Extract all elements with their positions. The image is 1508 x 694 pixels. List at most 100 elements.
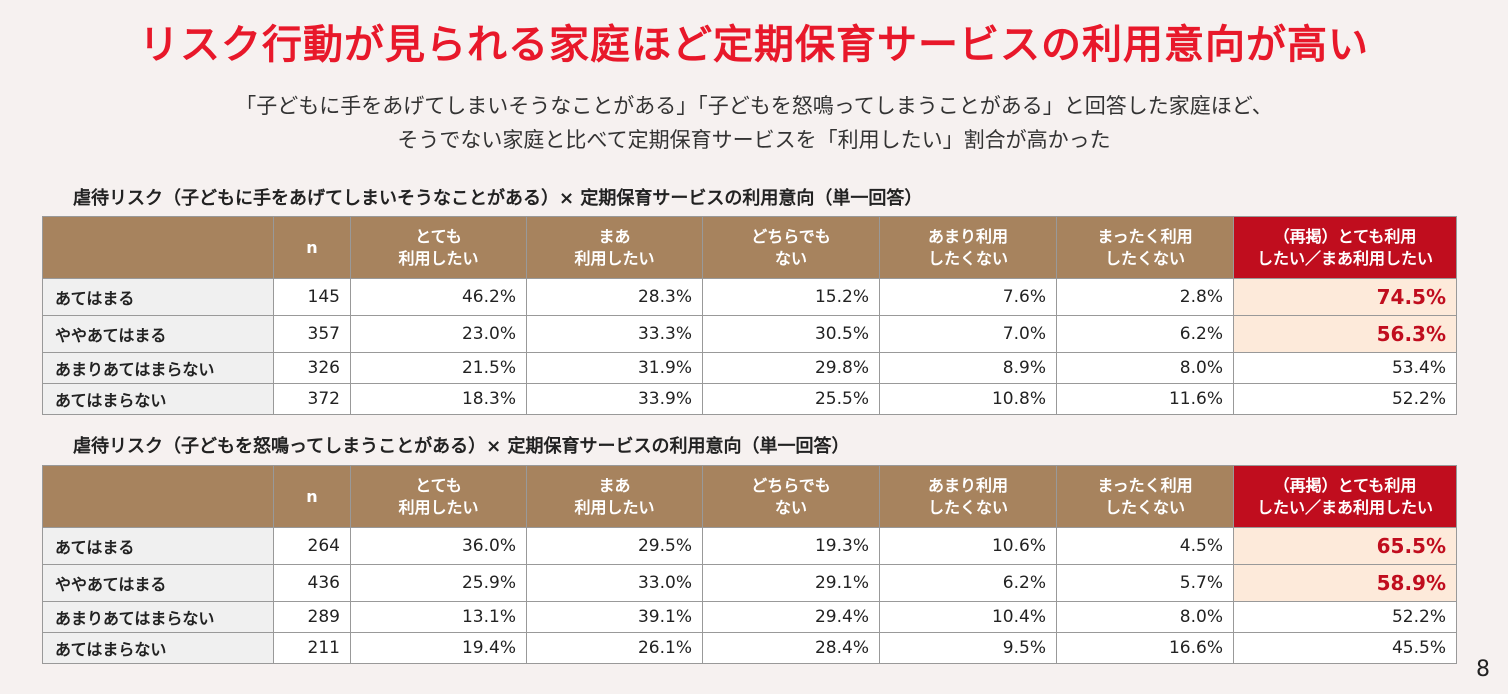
table-row: あまりあてはまらない 289 13.1% 39.1% 29.4% 10.4% 8… xyxy=(42,601,1457,633)
cell-value: 29.8% xyxy=(702,352,880,384)
row-label: あてはまる xyxy=(42,278,274,316)
cell-n: 264 xyxy=(273,527,351,565)
table-row: あてはまらない 372 18.3% 33.9% 25.5% 10.8% 11.6… xyxy=(42,383,1457,415)
cell-value: 33.3% xyxy=(526,315,703,353)
table-row: あてはまる 145 46.2% 28.3% 15.2% 7.6% 2.8% 74… xyxy=(42,278,1457,316)
table-row: あてはまらない 211 19.4% 26.1% 28.4% 9.5% 16.6%… xyxy=(42,632,1457,664)
header-not-at-all: まったく利用 したくない xyxy=(1056,216,1234,279)
cell-n: 436 xyxy=(273,564,351,602)
cell-value: 8.0% xyxy=(1056,352,1234,384)
header-total-want: （再掲）とても利用 したい／まあ利用したい xyxy=(1233,216,1457,279)
header-label-line1: とても xyxy=(415,475,462,495)
cell-value: 5.7% xyxy=(1056,564,1234,602)
row-label: ややあてはまる xyxy=(42,315,274,353)
header-n: n xyxy=(273,465,351,528)
header-label-line2: 利用したい xyxy=(574,248,655,268)
cell-value: 15.2% xyxy=(702,278,880,316)
header-somewhat-want: まあ 利用したい xyxy=(526,465,703,528)
cell-value: 11.6% xyxy=(1056,383,1234,415)
header-n: n xyxy=(273,216,351,279)
cell-value: 21.5% xyxy=(350,352,527,384)
cell-n: 372 xyxy=(273,383,351,415)
cell-value: 19.3% xyxy=(702,527,880,565)
header-total-want: （再掲）とても利用 したい／まあ利用したい xyxy=(1233,465,1457,528)
header-blank xyxy=(42,465,274,528)
subtitle-line-2: そうでない家庭と比べて定期保育サービスを「利用したい」割合が高かった xyxy=(397,128,1111,152)
cell-n: 326 xyxy=(273,352,351,384)
header-not-much: あまり利用 したくない xyxy=(879,216,1057,279)
cell-value: 16.6% xyxy=(1056,632,1234,664)
table2: n とても 利用したい まあ 利用したい どちらでも ない あまり利用 したくない まっ… xyxy=(42,465,1457,664)
cell-total-highlight: 56.3% xyxy=(1233,315,1457,353)
cell-value: 28.4% xyxy=(702,632,880,664)
cell-value: 29.5% xyxy=(526,527,703,565)
header-label-line1: どちらでも xyxy=(751,475,831,495)
header-label-line2: 利用したい xyxy=(398,497,479,517)
table1-header-row: n とても 利用したい まあ 利用したい どちらでも ない あまり利用 したくない まっ… xyxy=(42,216,1457,279)
table2-caption: 虐待リスク（子どもを怒鳴ってしまうことがある）× 定期保育サービスの利用意向（単… xyxy=(73,436,850,457)
table-row: ややあてはまる 436 25.9% 33.0% 29.1% 6.2% 5.7% … xyxy=(42,564,1457,602)
header-label-line2: 利用したい xyxy=(574,497,655,517)
cell-n: 357 xyxy=(273,315,351,353)
table1: n とても 利用したい まあ 利用したい どちらでも ない あまり利用 したくない まっ… xyxy=(42,216,1457,415)
header-label-line2: ない xyxy=(774,497,807,517)
cell-value: 13.1% xyxy=(350,601,527,633)
cell-value: 26.1% xyxy=(526,632,703,664)
cell-value: 6.2% xyxy=(1056,315,1234,353)
header-label-line1: あまり利用 xyxy=(927,475,1008,495)
header-label-line1: （再掲）とても利用 xyxy=(1273,226,1417,246)
header-blank xyxy=(42,216,274,279)
header-label-line2: したい／まあ利用したい xyxy=(1256,248,1433,268)
header-label-line1: まあ xyxy=(598,226,631,246)
header-label-line1: （再掲）とても利用 xyxy=(1273,475,1417,495)
cell-value: 29.4% xyxy=(702,601,880,633)
header-very-want: とても 利用したい xyxy=(350,465,527,528)
cell-n: 211 xyxy=(273,632,351,664)
cell-value: 8.9% xyxy=(879,352,1057,384)
cell-value: 7.0% xyxy=(879,315,1057,353)
header-label-line1: まったく利用 xyxy=(1097,475,1193,495)
cell-value: 30.5% xyxy=(702,315,880,353)
row-label: あてはまらない xyxy=(42,383,274,415)
cell-value: 18.3% xyxy=(350,383,527,415)
cell-total-highlight: 58.9% xyxy=(1233,564,1457,602)
cell-value: 36.0% xyxy=(350,527,527,565)
cell-value: 25.5% xyxy=(702,383,880,415)
table-row: ややあてはまる 357 23.0% 33.3% 30.5% 7.0% 6.2% … xyxy=(42,315,1457,353)
cell-n: 289 xyxy=(273,601,351,633)
header-neutral: どちらでも ない xyxy=(702,216,880,279)
row-label: あまりあてはまらない xyxy=(42,352,274,384)
cell-value: 46.2% xyxy=(350,278,527,316)
cell-value: 29.1% xyxy=(702,564,880,602)
cell-value: 39.1% xyxy=(526,601,703,633)
cell-value: 10.4% xyxy=(879,601,1057,633)
cell-value: 33.9% xyxy=(526,383,703,415)
cell-value: 25.9% xyxy=(350,564,527,602)
header-label-line1: まったく利用 xyxy=(1097,226,1193,246)
header-not-at-all: まったく利用 したくない xyxy=(1056,465,1234,528)
table2-header-row: n とても 利用したい まあ 利用したい どちらでも ない あまり利用 したくない まっ… xyxy=(42,465,1457,528)
header-label-line2: 利用したい xyxy=(398,248,479,268)
header-label-line2: ない xyxy=(774,248,807,268)
cell-total-highlight: 65.5% xyxy=(1233,527,1457,565)
table-row: あてはまる 264 36.0% 29.5% 19.3% 10.6% 4.5% 6… xyxy=(42,527,1457,565)
cell-value: 23.0% xyxy=(350,315,527,353)
cell-value: 19.4% xyxy=(350,632,527,664)
cell-value: 10.6% xyxy=(879,527,1057,565)
cell-value: 8.0% xyxy=(1056,601,1234,633)
header-label-line2: したくない xyxy=(1104,497,1185,517)
cell-value: 31.9% xyxy=(526,352,703,384)
page-title: リスク行動が見られる家庭ほど定期保育サービスの利用意向が高い xyxy=(139,22,1369,68)
header-label-line1: とても xyxy=(415,226,462,246)
header-label-line1: まあ xyxy=(598,475,631,495)
header-label-line1: あまり利用 xyxy=(927,226,1008,246)
table1-caption: 虐待リスク（子どもに手をあげてしまいそうなことがある）× 定期保育サービスの利用… xyxy=(73,188,923,209)
row-label: あまりあてはまらない xyxy=(42,601,274,633)
cell-value: 4.5% xyxy=(1056,527,1234,565)
cell-total-highlight: 74.5% xyxy=(1233,278,1457,316)
table-row: あまりあてはまらない 326 21.5% 31.9% 29.8% 8.9% 8.… xyxy=(42,352,1457,384)
header-not-much: あまり利用 したくない xyxy=(879,465,1057,528)
cell-value: 10.8% xyxy=(879,383,1057,415)
cell-total: 52.2% xyxy=(1233,601,1457,633)
header-label-line2: したくない xyxy=(1104,248,1185,268)
